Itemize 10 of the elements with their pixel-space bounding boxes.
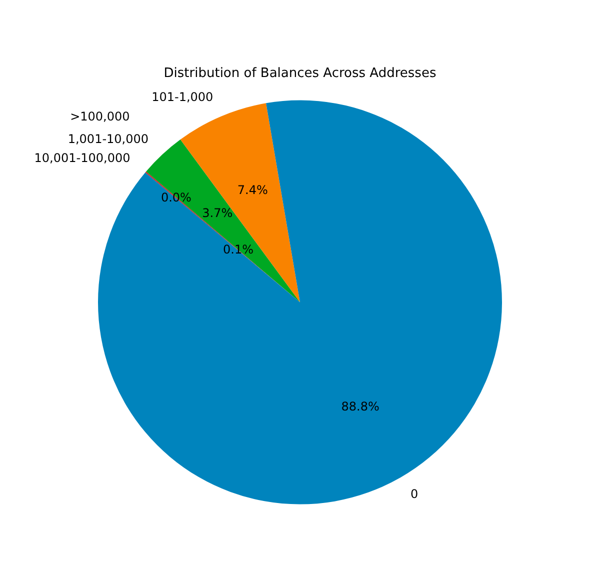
data-label: 3.7% — [202, 206, 233, 220]
slice-label: 1,001-10,000 — [68, 132, 149, 146]
slice-label: 0 — [410, 487, 418, 502]
category-label: >100,000 — [70, 110, 130, 124]
chart-title: Distribution of Balances Across Addresses — [164, 66, 436, 82]
data-label: 7.4% — [237, 182, 268, 197]
text: 0.0% — [160, 190, 192, 205]
slice-label: 10,001-100,000 — [34, 151, 130, 166]
slice-label: 101-1,000 — [152, 90, 214, 104]
data-label: 88.8% — [341, 400, 380, 414]
